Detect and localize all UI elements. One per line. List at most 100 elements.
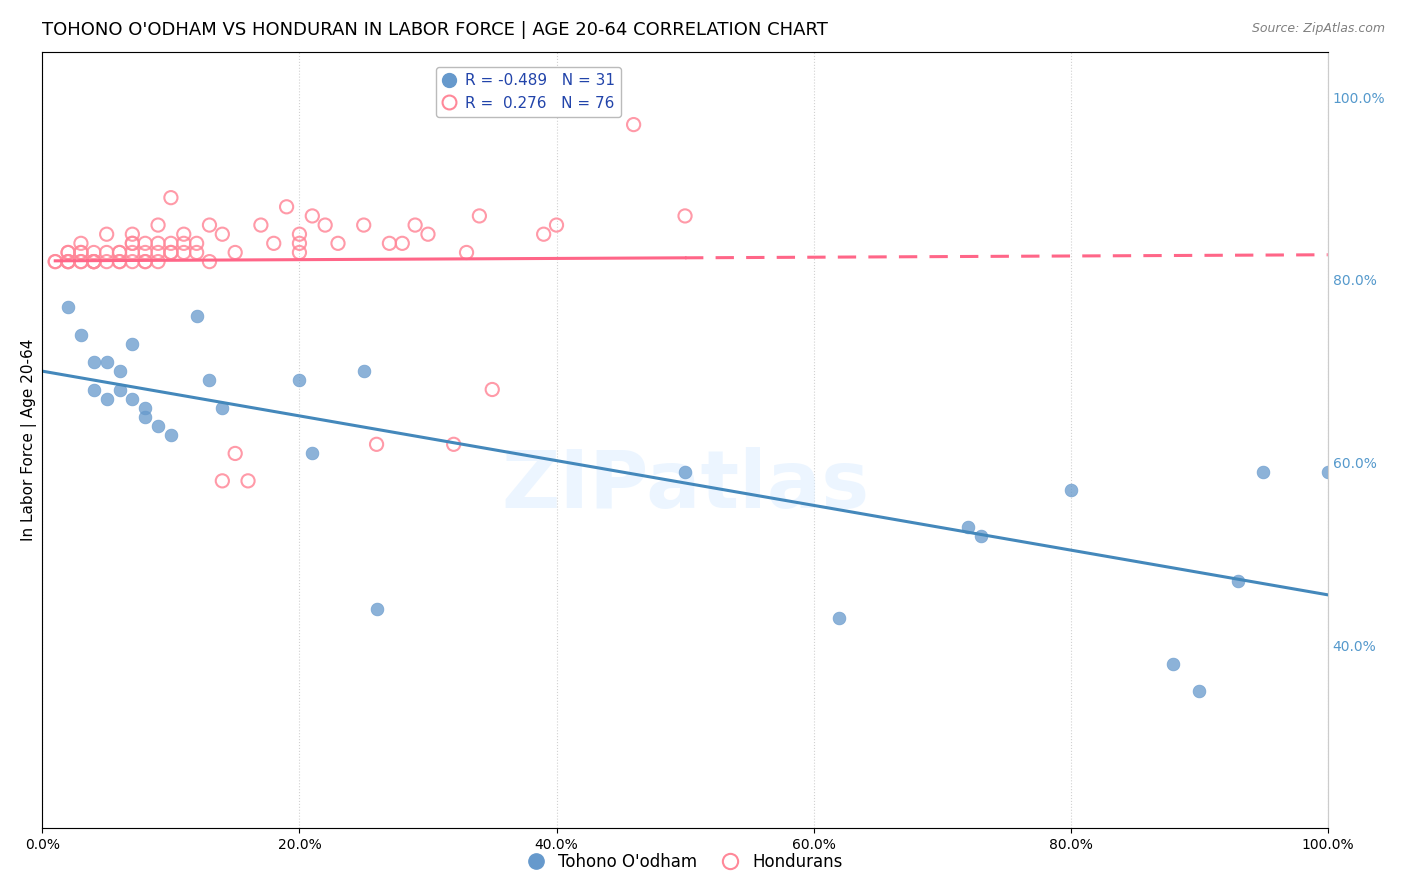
- Point: [160, 245, 183, 260]
- Point: [146, 245, 169, 260]
- Text: ZIPatlas: ZIPatlas: [501, 447, 869, 525]
- Point: [108, 254, 131, 268]
- Point: [173, 236, 195, 251]
- Point: [108, 245, 131, 260]
- Point: [96, 355, 118, 369]
- Point: [186, 310, 208, 324]
- Point: [224, 245, 246, 260]
- Legend: Tohono O'odham, Hondurans: Tohono O'odham, Hondurans: [522, 847, 849, 878]
- Point: [353, 218, 375, 232]
- Point: [1188, 684, 1211, 698]
- Point: [186, 236, 208, 251]
- Point: [198, 373, 221, 387]
- Point: [366, 601, 388, 615]
- Point: [236, 474, 259, 488]
- Point: [198, 254, 221, 268]
- Point: [70, 254, 93, 268]
- Point: [1253, 465, 1275, 479]
- Point: [70, 254, 93, 268]
- Point: [96, 245, 118, 260]
- Point: [301, 446, 323, 460]
- Point: [108, 383, 131, 397]
- Point: [288, 236, 311, 251]
- Point: [83, 355, 105, 369]
- Point: [83, 254, 105, 268]
- Point: [956, 519, 979, 533]
- Point: [70, 236, 93, 251]
- Point: [211, 474, 233, 488]
- Point: [673, 209, 696, 223]
- Point: [121, 254, 143, 268]
- Point: [969, 529, 991, 543]
- Point: [56, 254, 79, 268]
- Point: [546, 218, 568, 232]
- Point: [134, 409, 156, 424]
- Point: [468, 209, 491, 223]
- Point: [56, 300, 79, 314]
- Point: [83, 383, 105, 397]
- Point: [391, 236, 413, 251]
- Point: [1316, 465, 1339, 479]
- Text: Source: ZipAtlas.com: Source: ZipAtlas.com: [1251, 22, 1385, 36]
- Point: [1163, 657, 1185, 671]
- Point: [673, 465, 696, 479]
- Point: [301, 209, 323, 223]
- Point: [416, 227, 439, 242]
- Point: [56, 245, 79, 260]
- Point: [121, 245, 143, 260]
- Point: [108, 364, 131, 378]
- Point: [378, 236, 401, 251]
- Point: [314, 218, 336, 232]
- Point: [481, 383, 503, 397]
- Point: [108, 254, 131, 268]
- Point: [288, 227, 311, 242]
- Point: [108, 245, 131, 260]
- Point: [121, 227, 143, 242]
- Point: [121, 236, 143, 251]
- Point: [160, 236, 183, 251]
- Point: [173, 245, 195, 260]
- Point: [83, 254, 105, 268]
- Point: [121, 336, 143, 351]
- Point: [366, 437, 388, 451]
- Point: [173, 227, 195, 242]
- Point: [96, 254, 118, 268]
- Point: [1059, 483, 1081, 497]
- Point: [56, 254, 79, 268]
- Point: [404, 218, 426, 232]
- Point: [276, 200, 298, 214]
- Point: [211, 401, 233, 415]
- Y-axis label: In Labor Force | Age 20-64: In Labor Force | Age 20-64: [21, 339, 37, 541]
- Point: [83, 245, 105, 260]
- Point: [134, 236, 156, 251]
- Point: [160, 245, 183, 260]
- Point: [83, 254, 105, 268]
- Point: [134, 245, 156, 260]
- Point: [224, 446, 246, 460]
- Point: [146, 218, 169, 232]
- Point: [828, 611, 851, 625]
- Point: [56, 254, 79, 268]
- Point: [70, 245, 93, 260]
- Point: [533, 227, 555, 242]
- Point: [96, 392, 118, 406]
- Point: [146, 236, 169, 251]
- Point: [134, 254, 156, 268]
- Point: [288, 245, 311, 260]
- Point: [623, 118, 645, 132]
- Point: [134, 401, 156, 415]
- Point: [1226, 574, 1249, 589]
- Point: [121, 236, 143, 251]
- Point: [70, 245, 93, 260]
- Point: [263, 236, 285, 251]
- Point: [146, 419, 169, 434]
- Point: [70, 327, 93, 342]
- Text: TOHONO O'ODHAM VS HONDURAN IN LABOR FORCE | AGE 20-64 CORRELATION CHART: TOHONO O'ODHAM VS HONDURAN IN LABOR FORC…: [42, 21, 828, 39]
- Point: [44, 254, 66, 268]
- Point: [326, 236, 349, 251]
- Point: [83, 254, 105, 268]
- Point: [353, 364, 375, 378]
- Point: [198, 218, 221, 232]
- Point: [160, 191, 183, 205]
- Point: [56, 245, 79, 260]
